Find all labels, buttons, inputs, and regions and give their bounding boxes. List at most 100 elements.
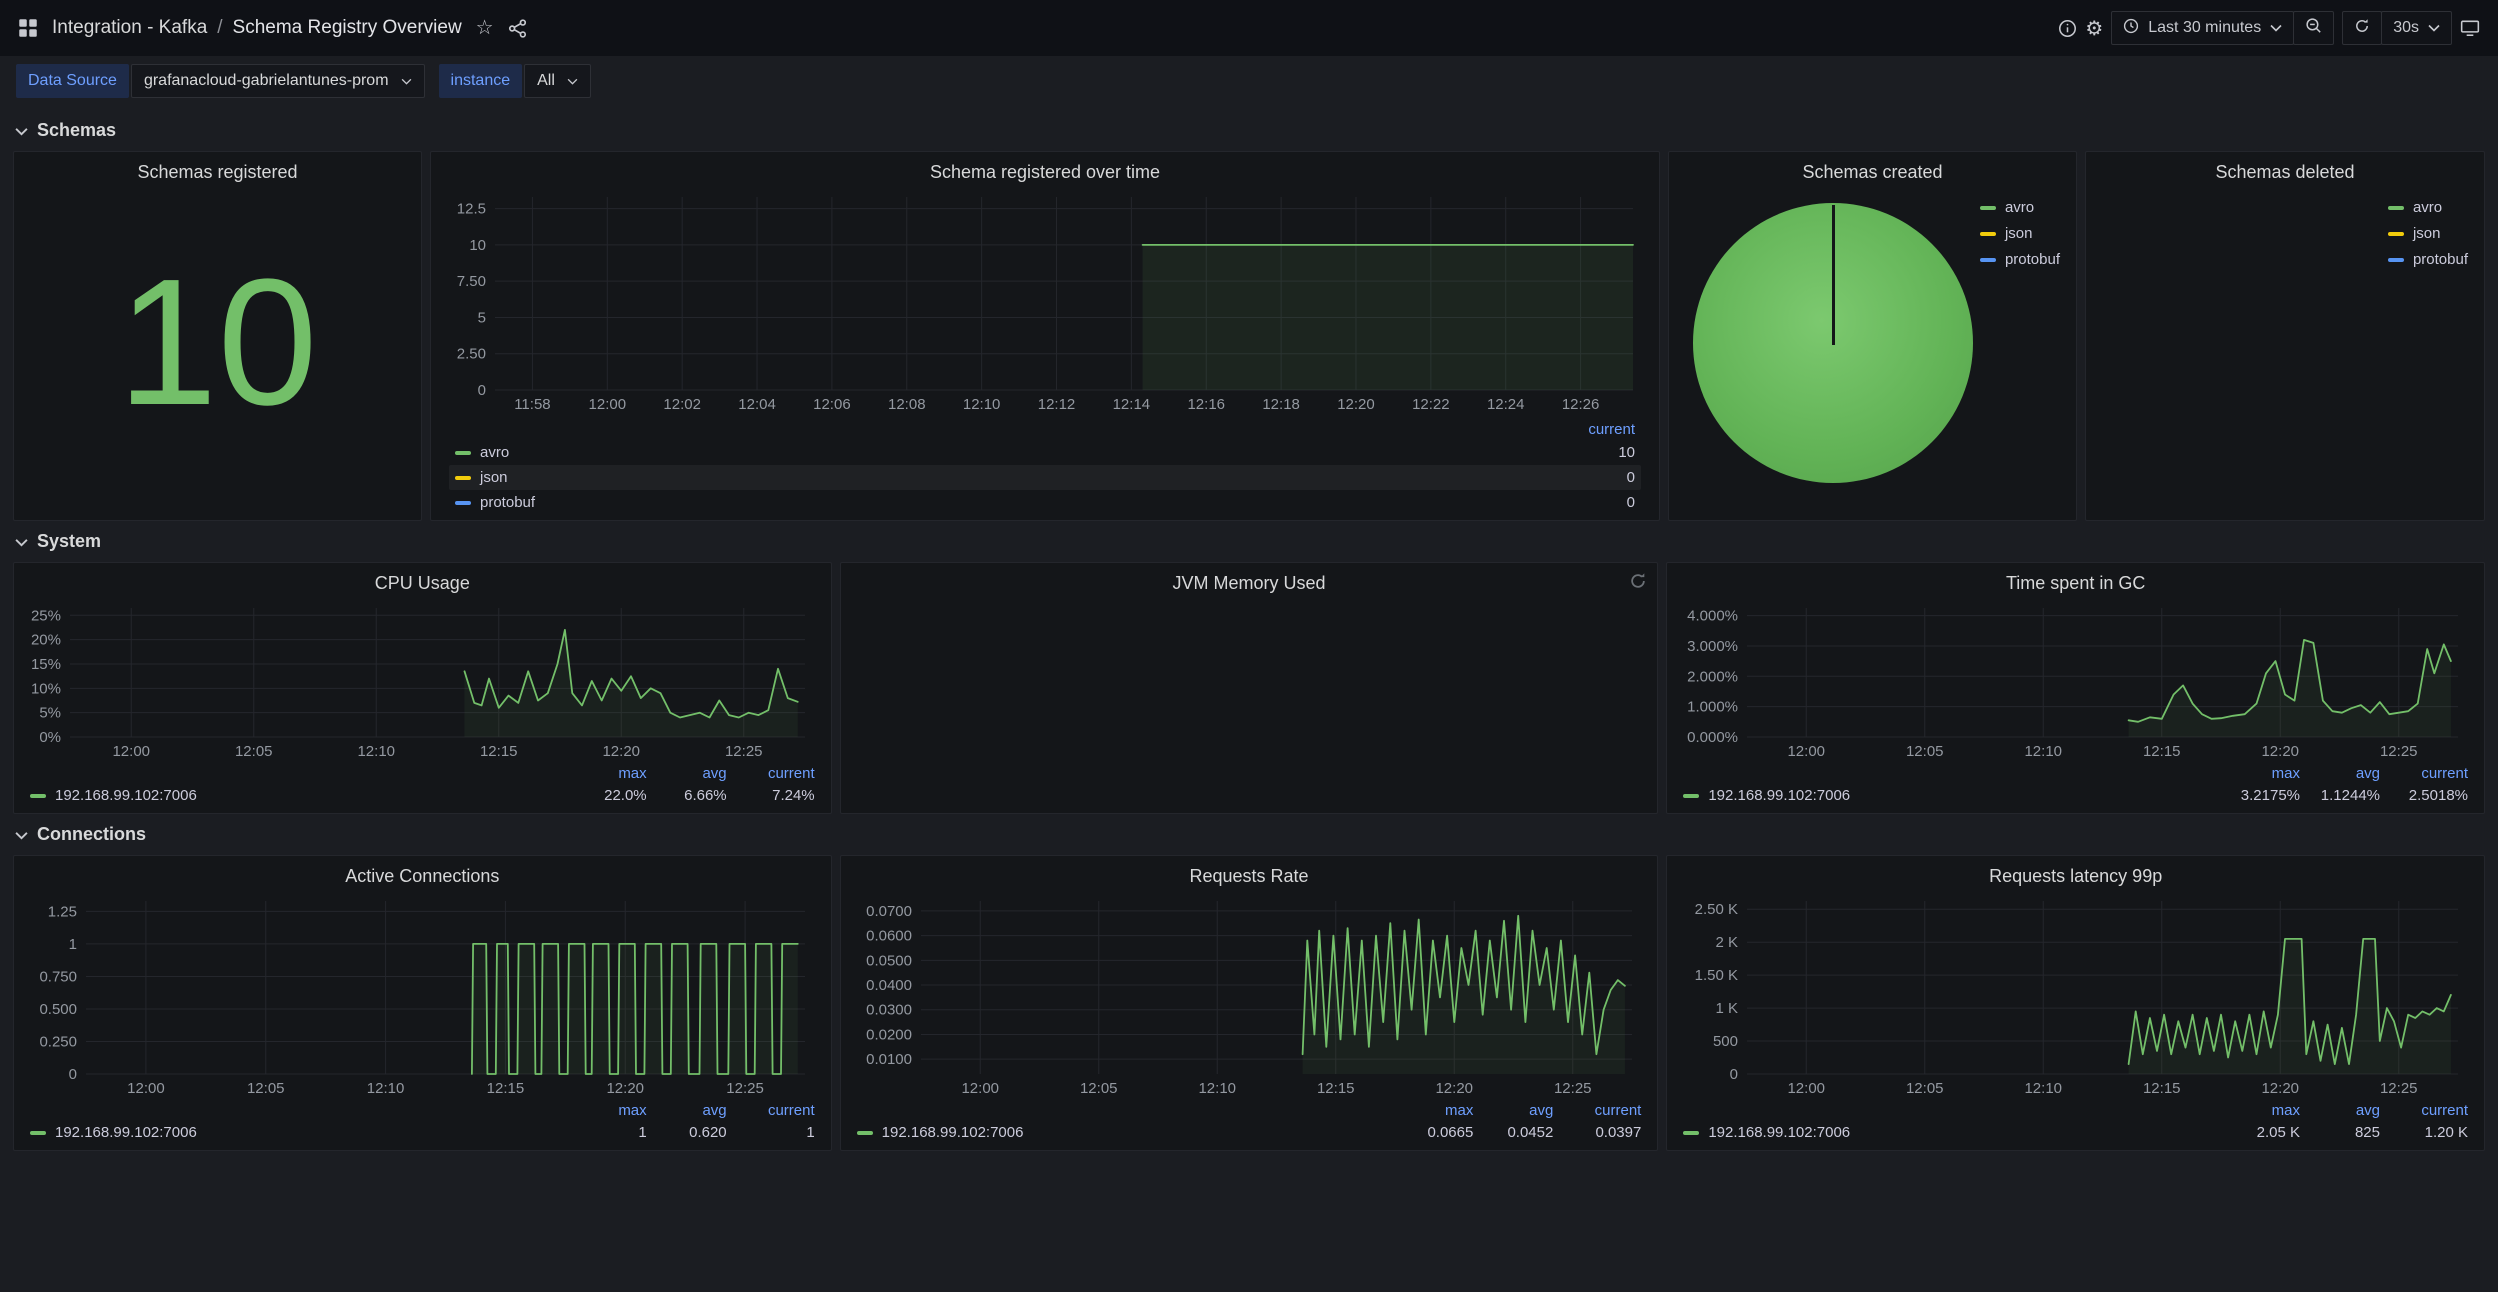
section-system[interactable]: System (15, 529, 2485, 553)
panel-requests-latency: Requests latency 99p 0 500 1 K 1.50 K 2 K 2.5… (1666, 855, 2485, 1151)
panel-title[interactable]: Time spent in GC (2005, 573, 2146, 593)
legend-header-avg[interactable]: avg (702, 765, 727, 782)
active-connections-chart[interactable]: 0 0.250 0.500 0.750 1 1.25 12:00 12:05 12:10 12:1… (26, 893, 819, 1100)
svg-text:1.50 K: 1.50 K (1695, 967, 1738, 984)
chevron-down-icon (15, 120, 28, 141)
schema-over-time-chart[interactable]: 0 2.50 5 7.50 10 12.5 11:58 12:00 12:02 12:04 12:0… (443, 189, 1647, 416)
legend-header-max[interactable]: max (2271, 1102, 2300, 1119)
share-icon[interactable] (508, 18, 527, 38)
gc-time-chart[interactable]: 0.000% 1.000% 2.000% 3.000% 4.000% 12:00 12:05… (1679, 600, 2472, 763)
pie-chart[interactable] (1693, 203, 1973, 483)
svg-text:12:05: 12:05 (1906, 743, 1944, 760)
svg-text:25%: 25% (31, 607, 61, 624)
legend-header-avg[interactable]: avg (1529, 1102, 1554, 1119)
legend-item-avro[interactable]: avro (1979, 199, 2060, 216)
cpu-usage-chart[interactable]: 0% 5% 10% 15% 20% 25% 12:00 12:05 12:10 12:15 12:2… (26, 600, 819, 763)
svg-text:12:08: 12:08 (888, 396, 926, 413)
refresh-interval-select[interactable]: 30s (2381, 11, 2452, 45)
svg-text:12:25: 12:25 (725, 743, 763, 760)
section-schemas[interactable]: Schemas (15, 118, 2485, 142)
svg-text:0.000%: 0.000% (1687, 729, 1738, 746)
legend-series[interactable]: 192.168.99.102:7006 (856, 1124, 1386, 1141)
panel-title[interactable]: Schemas created (1802, 162, 1943, 182)
svg-text:12:20: 12:20 (2262, 743, 2300, 760)
panel-title[interactable]: JVM Memory Used (1172, 573, 1326, 593)
svg-text:12:00: 12:00 (589, 396, 627, 413)
svg-text:12:00: 12:00 (961, 1080, 999, 1097)
legend-header-current[interactable]: current (1594, 1102, 1642, 1119)
requests-rate-chart[interactable]: 0.0100 0.0200 0.0300 0.0400 0.0500 0.0600 0.07… (853, 893, 1646, 1100)
requests-latency-chart[interactable]: 0 500 1 K 1.50 K 2 K 2.50 K 12:00 12:05 12:10 12:… (1679, 893, 2472, 1100)
panel-title[interactable]: Active Connections (345, 866, 500, 886)
datasource-select[interactable]: grafanacloud-gabrielantunes-prom (130, 64, 425, 98)
svg-text:12:25: 12:25 (726, 1080, 764, 1097)
zoom-out-button[interactable] (2293, 11, 2335, 45)
settings-gear-icon[interactable]: ⚙ (2085, 16, 2104, 40)
legend-header-max[interactable]: max (618, 765, 647, 782)
legend-header-current[interactable]: current (2421, 765, 2468, 782)
dashboards-grid-icon[interactable] (18, 18, 38, 38)
rate-legend: max avg current 192.168.99.102:7006 0.06… (841, 1100, 1658, 1145)
legend-header-current[interactable]: current (1588, 420, 1635, 438)
time-range-picker[interactable]: Last 30 minutes (2111, 11, 2295, 45)
svg-text:500: 500 (1713, 1033, 1738, 1050)
panel-title[interactable]: Schema registered over time (929, 162, 1161, 182)
svg-text:0: 0 (69, 1066, 77, 1083)
legend-row-json[interactable]: json 0 (449, 465, 1641, 490)
panel-title[interactable]: Requests latency 99p (1989, 866, 2163, 886)
legend-header-current[interactable]: current (767, 765, 815, 782)
section-connections[interactable]: Connections (15, 822, 2485, 846)
legend-series[interactable]: 192.168.99.102:7006 (30, 787, 559, 804)
kiosk-monitor-icon[interactable] (2460, 19, 2480, 37)
legend-header-current[interactable]: current (767, 1102, 815, 1119)
legend-header-max[interactable]: max (618, 1102, 647, 1119)
panel-title[interactable]: Requests Rate (1189, 866, 1309, 886)
svg-text:12:10: 12:10 (1198, 1080, 1236, 1097)
svg-text:12:25: 12:25 (1554, 1080, 1592, 1097)
instance-select[interactable]: All (524, 64, 591, 98)
breadcrumb-folder-link[interactable]: Integration - Kafka (52, 17, 208, 38)
cpu-legend: max avg current 192.168.99.102:7006 22.0… (14, 763, 831, 808)
info-icon[interactable] (2058, 19, 2077, 38)
svg-text:0.0100: 0.0100 (866, 1051, 912, 1068)
datasource-label: Data Source (16, 64, 129, 98)
legend-row-avro[interactable]: avro 10 (449, 440, 1641, 465)
legend-item-avro[interactable]: avro (2387, 199, 2468, 216)
dashboard-canvas: Schemas Schemas registered 10 Schema reg… (0, 106, 2498, 1292)
legend-row-protobuf[interactable]: protobuf 0 (449, 490, 1641, 515)
legend-item-json[interactable]: json (1979, 225, 2060, 242)
svg-text:2 K: 2 K (1716, 934, 1739, 951)
svg-text:12:25: 12:25 (2380, 743, 2418, 760)
svg-text:15%: 15% (31, 656, 61, 673)
legend-series[interactable]: 192.168.99.102:7006 (1683, 787, 2212, 804)
svg-text:0.250: 0.250 (39, 1033, 77, 1050)
panel-title[interactable]: Schemas registered (137, 162, 298, 182)
svg-text:12:20: 12:20 (1337, 396, 1375, 413)
legend-header-avg[interactable]: avg (2355, 765, 2380, 782)
panel-title[interactable]: Schemas deleted (2215, 162, 2355, 182)
legend-series[interactable]: 192.168.99.102:7006 (1683, 1124, 2212, 1141)
svg-text:1 K: 1 K (1716, 1000, 1739, 1017)
svg-text:12:04: 12:04 (738, 396, 776, 413)
legend-header-max[interactable]: max (2271, 765, 2300, 782)
legend-header-current[interactable]: current (2421, 1102, 2468, 1119)
legend-item-protobuf[interactable]: protobuf (1979, 251, 2060, 268)
legend-item-json[interactable]: json (2387, 225, 2468, 242)
legend-series[interactable]: 192.168.99.102:7006 (30, 1124, 559, 1141)
legend-item-protobuf[interactable]: protobuf (2387, 251, 2468, 268)
legend-header-avg[interactable]: avg (2355, 1102, 2380, 1119)
panel-active-connections: Active Connections 0 0.250 0.500 0.750 1 1.25… (13, 855, 832, 1151)
svg-text:12:20: 12:20 (602, 743, 640, 760)
legend-header-max[interactable]: max (1444, 1102, 1474, 1119)
svg-text:0.750: 0.750 (39, 968, 77, 985)
zoom-out-icon (2305, 17, 2322, 39)
series-swatch (1683, 1130, 1700, 1135)
svg-text:12:15: 12:15 (487, 1080, 525, 1097)
svg-text:2.000%: 2.000% (1687, 668, 1738, 685)
refresh-button[interactable] (2342, 11, 2383, 45)
svg-text:12:00: 12:00 (112, 743, 150, 760)
panel-title[interactable]: CPU Usage (374, 573, 470, 593)
legend-header-avg[interactable]: avg (702, 1102, 727, 1119)
favorite-star-icon[interactable]: ☆ (475, 17, 494, 39)
